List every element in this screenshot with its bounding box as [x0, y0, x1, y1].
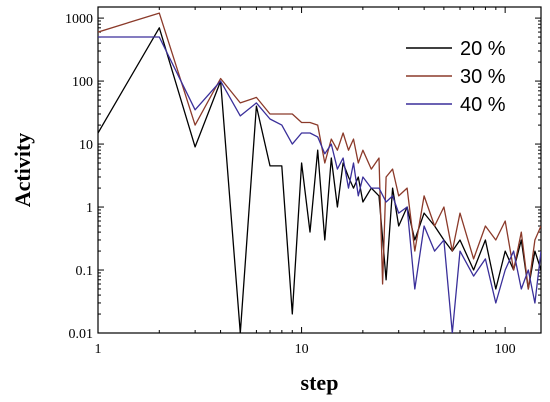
series-line-2	[98, 12, 541, 290]
y-axis-ticks: 0.01 0.1 1 10 100 1000	[65, 12, 541, 342]
x-axis-title: step	[301, 370, 339, 395]
y-tick-label: 0.01	[69, 327, 94, 342]
y-tick-label: 100	[72, 75, 93, 90]
series-layer	[98, 12, 541, 333]
legend-label: 40 %	[460, 94, 506, 116]
y-tick-label: 10	[79, 138, 93, 153]
y-axis-title: Activity	[10, 133, 35, 208]
legend: 20 % 30 % 40 %	[406, 38, 506, 116]
y-tick-label: 0.1	[76, 264, 94, 279]
y-tick-label: 1	[86, 201, 93, 216]
x-tick-label: 10	[295, 342, 309, 357]
legend-label: 20 %	[460, 38, 506, 60]
x-axis-ticks: 1 10 100	[95, 7, 516, 357]
x-tick-label: 100	[495, 342, 516, 357]
plot-frame	[97, 6, 542, 334]
x-tick-label: 1	[95, 342, 102, 357]
plot-area-border	[97, 6, 542, 334]
series-line-3	[98, 36, 541, 333]
y-tick-label: 1000	[65, 12, 93, 27]
legend-label: 30 %	[460, 66, 506, 88]
